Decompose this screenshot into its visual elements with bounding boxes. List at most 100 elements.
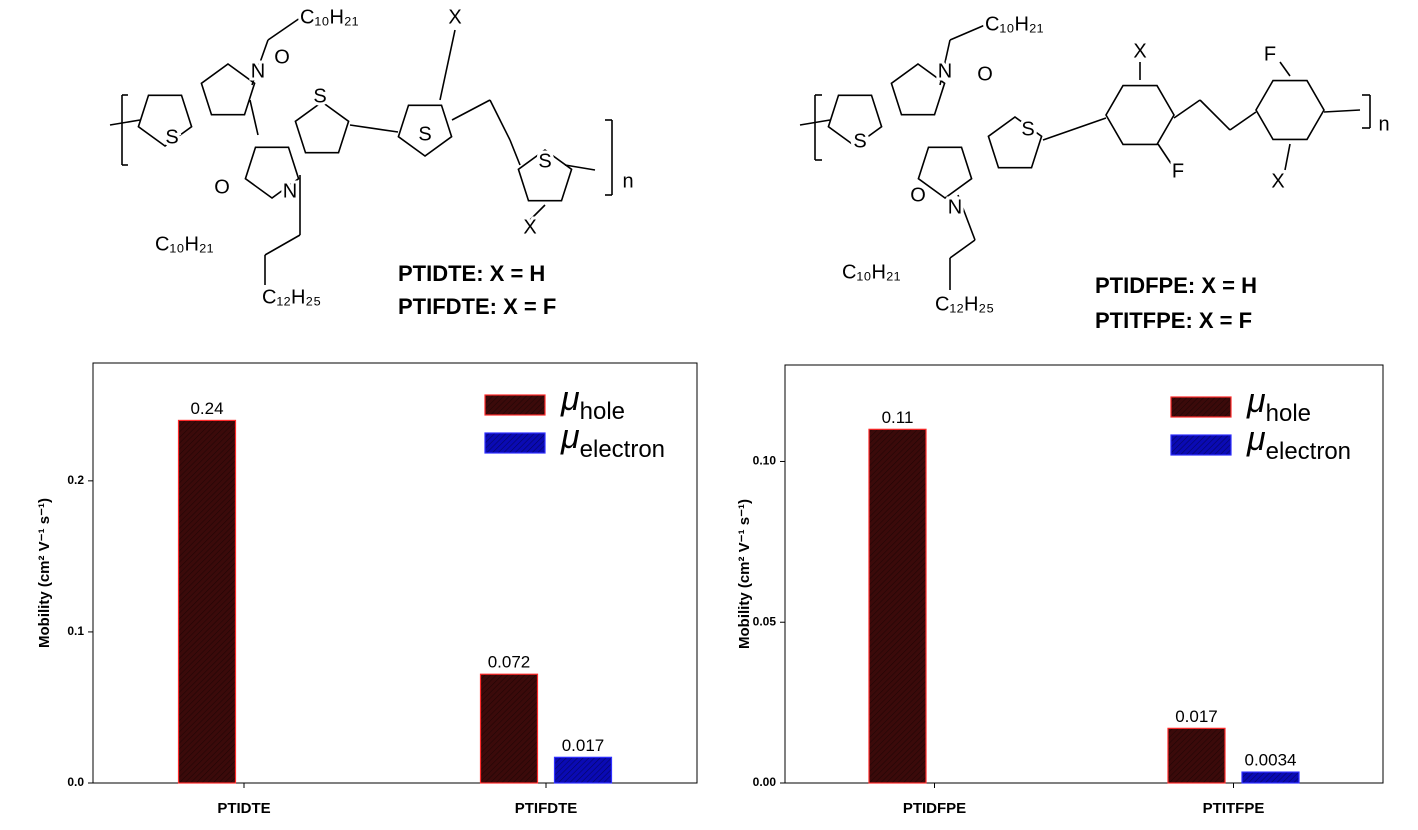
bond (949, 24, 986, 41)
bond (1229, 111, 1257, 131)
ring (200, 63, 256, 116)
atom-label: n (622, 170, 633, 192)
ring (890, 63, 946, 116)
atom-label: O (214, 176, 230, 198)
value-label: 0.072 (488, 653, 531, 672)
atom-label: S (165, 126, 178, 148)
ring (137, 94, 193, 147)
bond (1323, 109, 1361, 113)
bond (509, 139, 521, 166)
y-axis-label: Mobility (cm² V⁻¹ s⁻¹) (36, 498, 53, 648)
value-label: 0.0034 (1245, 751, 1297, 770)
x-tick-label: PTIFDTE (515, 800, 578, 817)
y-tick-label: 0.2 (67, 473, 84, 487)
x-tick-label: PTIDTE (217, 800, 270, 817)
x-tick-label: PTITFPE (1203, 800, 1265, 817)
atom-label: X (523, 216, 536, 238)
legend-label: μhole (560, 380, 625, 425)
bond (1173, 99, 1201, 119)
atom-label: O (274, 46, 290, 68)
atom-label: F (1264, 43, 1276, 65)
ring (244, 146, 300, 199)
bond (489, 99, 511, 141)
ring (294, 101, 350, 154)
bond (1279, 61, 1291, 77)
bond (451, 99, 491, 121)
atom-label: O (910, 184, 926, 206)
bond (939, 39, 951, 86)
legend-swatch (484, 432, 546, 454)
compound-label: PTIDTE: X = H (398, 261, 545, 286)
bond (1042, 117, 1107, 141)
bar (868, 428, 927, 784)
atom-label: C₁₀H₂₁ (842, 261, 901, 283)
bar (553, 756, 613, 784)
ring (1105, 84, 1175, 146)
atom-label: S (313, 85, 326, 107)
atom-label: C₁₀H₂₁ (300, 6, 359, 28)
atom-label: O (977, 63, 993, 85)
atom-label: C₁₂H₂₅ (935, 293, 994, 315)
bond (264, 234, 301, 256)
atom-label: X (1271, 170, 1284, 192)
bond (529, 204, 546, 221)
atom-label: C₁₀H₂₁ (155, 233, 214, 255)
atom-label: N (251, 60, 265, 82)
atom-label: C₁₀H₂₁ (985, 13, 1044, 35)
legend-label: μelectron (560, 418, 665, 463)
value-label: 0.017 (562, 736, 605, 755)
atom-label: N (283, 180, 297, 202)
ring (987, 116, 1043, 169)
bond (564, 164, 596, 171)
bond (349, 124, 399, 133)
bond (439, 29, 456, 101)
y-tick-label: 0.0 (67, 775, 84, 789)
atom-label: C₁₂H₂₅ (262, 286, 321, 308)
compound-label: PTIFDTE: X = F (398, 294, 556, 319)
ring (827, 94, 883, 147)
bar (1241, 771, 1300, 784)
legend-label: μhole (1246, 382, 1311, 427)
legend-swatch (484, 394, 546, 416)
y-tick-label: 0.00 (753, 775, 777, 789)
bond (1157, 143, 1173, 166)
bar (479, 673, 539, 784)
bond (249, 99, 259, 136)
atom-label: N (948, 196, 962, 218)
atom-label: n (1378, 113, 1389, 135)
x-tick-label: PTIDFPE (903, 800, 966, 817)
legend-swatch (1170, 396, 1232, 418)
value-label: 0.017 (1175, 707, 1218, 726)
y-tick-label: 0.1 (67, 624, 84, 638)
bar (1167, 727, 1226, 784)
legend-swatch (1170, 434, 1232, 456)
bond (1284, 143, 1291, 171)
bond (1199, 99, 1231, 131)
atom-label: X (448, 6, 461, 28)
ring (1255, 79, 1325, 141)
atom-label: N (938, 60, 952, 82)
compound-label: PTIDFPE: X = H (1095, 273, 1257, 298)
ring (397, 104, 453, 157)
bond (949, 239, 976, 259)
atom-label: S (1021, 118, 1034, 140)
compound-label: PTITFPE: X = F (1095, 308, 1252, 333)
bond (957, 194, 976, 241)
atom-label: X (1133, 40, 1146, 62)
bond (251, 39, 269, 86)
bond (267, 17, 301, 41)
atom-label: S (853, 130, 866, 152)
y-tick-label: 0.05 (753, 614, 777, 628)
ring (917, 146, 973, 199)
atom-label: S (418, 123, 431, 145)
value-label: 0.24 (190, 399, 223, 418)
atom-label: F (1172, 160, 1184, 182)
atom-label: S (538, 150, 551, 172)
y-axis-label: Mobility (cm² V⁻¹ s⁻¹) (736, 499, 753, 649)
plot-frame (784, 364, 1384, 784)
value-label: 0.11 (882, 408, 914, 427)
plot-frame (92, 362, 698, 784)
legend-label: μelectron (1246, 420, 1351, 465)
bar (177, 419, 237, 784)
